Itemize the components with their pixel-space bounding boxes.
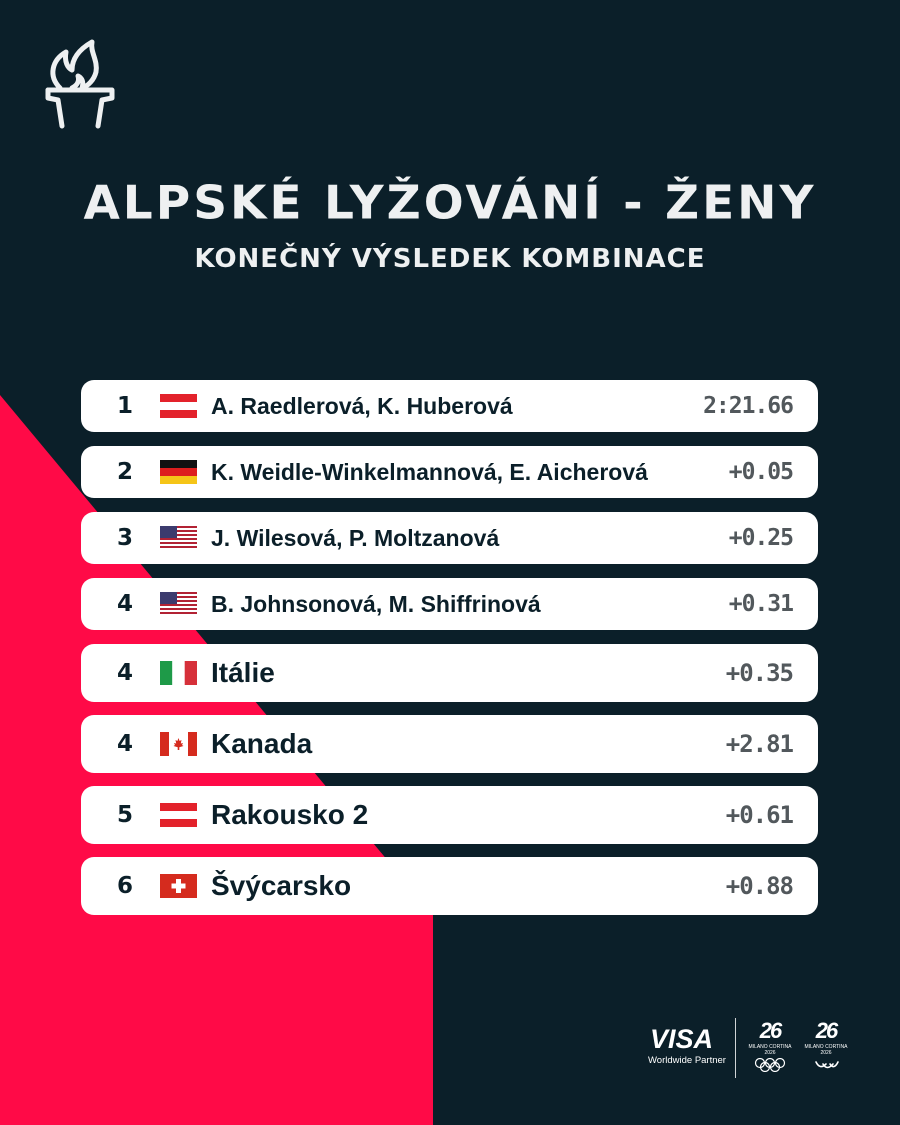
result-row: 5 Rakousko 2 +0.61 bbox=[81, 786, 818, 844]
result-time: +0.35 bbox=[725, 659, 794, 687]
result-time: 2:21.66 bbox=[703, 393, 794, 419]
athlete-name: B. Johnsonová, M. Shiffrinová bbox=[211, 590, 541, 617]
team-name: Kanada bbox=[211, 728, 313, 759]
visa-logo: VISA bbox=[650, 1024, 714, 1054]
flag-usa-icon bbox=[160, 526, 197, 550]
rank: 4 bbox=[116, 660, 133, 686]
result-row: 1 A. Raedlerová, K. Huberová 2:21.66 bbox=[81, 380, 818, 432]
result-row: 2 K. Weidle-Winkelmannová, E. Aicherová … bbox=[81, 446, 818, 498]
flag-austria-icon bbox=[160, 803, 197, 827]
paralympic-26-mark: 26 bbox=[815, 1018, 838, 1043]
rank: 4 bbox=[116, 591, 133, 617]
result-row: 3 J. Wilesová, P. Moltzanová +0.25 bbox=[81, 512, 818, 564]
flag-germany-icon bbox=[160, 460, 197, 484]
result-time: +0.61 bbox=[725, 801, 794, 829]
team-name: Švýcarsko bbox=[211, 870, 352, 901]
result-time: +0.31 bbox=[728, 591, 794, 617]
result-row: 6 Švýcarsko +0.88 bbox=[81, 857, 818, 915]
rank: 1 bbox=[116, 393, 133, 419]
athlete-name: A. Raedlerová, K. Huberová bbox=[211, 392, 513, 419]
result-time: +0.88 bbox=[725, 872, 794, 900]
rank: 5 bbox=[116, 802, 133, 828]
result-row: 4 Itálie +0.35 bbox=[81, 644, 818, 702]
result-time: +0.25 bbox=[728, 525, 794, 551]
team-name: Itálie bbox=[211, 657, 275, 688]
olympic-torch-icon bbox=[45, 39, 115, 129]
visa-tagline: Worldwide Partner bbox=[648, 1055, 726, 1066]
rank: 6 bbox=[116, 873, 133, 899]
rank: 3 bbox=[116, 525, 133, 551]
olympic-26-mark: 26 bbox=[759, 1018, 782, 1043]
paralympic-agitos-icon bbox=[815, 1061, 839, 1069]
athlete-name: K. Weidle-Winkelmannová, E. Aicherová bbox=[211, 458, 648, 485]
logo-divider bbox=[735, 1018, 736, 1078]
flag-usa-icon bbox=[160, 592, 197, 616]
result-row: 4 B. Johnsonová, M. Shiffrinová +0.31 bbox=[81, 578, 818, 630]
result-time: +2.81 bbox=[725, 730, 794, 758]
flag-canada-icon bbox=[160, 732, 197, 756]
rank: 4 bbox=[116, 731, 133, 757]
flag-switzerland-icon bbox=[160, 874, 197, 898]
milano-cortina-paralympic-logo: 26 MILANO CORTINA 2026 bbox=[804, 1018, 848, 1080]
flag-austria-icon bbox=[160, 394, 197, 418]
result-row: 4 Kanada +2.81 bbox=[81, 715, 818, 773]
page-subtitle: KONEČNÝ VÝSLEDEK KOMBINACE bbox=[194, 244, 706, 274]
olympic-rings-icon bbox=[754, 1058, 786, 1072]
flag-italy-icon bbox=[160, 661, 197, 685]
athlete-name: J. Wilesová, P. Moltzanová bbox=[211, 524, 500, 551]
footer-logos: VISA Worldwide Partner 26 MILANO CORTINA… bbox=[640, 1010, 860, 1090]
rank: 2 bbox=[116, 459, 133, 485]
page-title: ALPSKÉ LYŽOVÁNÍ - ŽENY bbox=[83, 176, 817, 231]
result-time: +0.05 bbox=[728, 459, 794, 485]
milano-cortina-olympic-logo: 26 MILANO CORTINA 2026 bbox=[748, 1018, 792, 1080]
team-name: Rakousko 2 bbox=[211, 799, 369, 830]
